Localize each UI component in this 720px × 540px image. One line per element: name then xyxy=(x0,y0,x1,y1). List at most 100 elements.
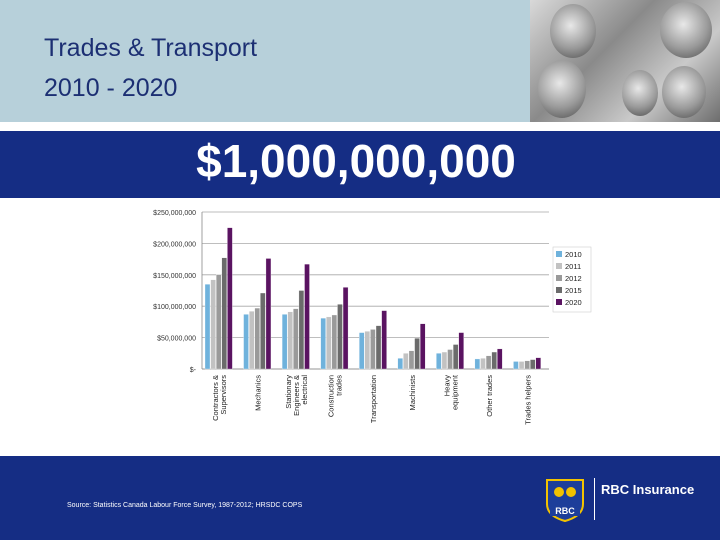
bar-2010 xyxy=(513,361,519,370)
bar-2020 xyxy=(227,227,233,370)
bar-2020 xyxy=(458,332,464,370)
bar-2011 xyxy=(441,351,448,370)
rbc-shield-logo: RBC xyxy=(546,479,584,522)
bar-2010 xyxy=(474,358,481,370)
x-category-label-line: Other trades xyxy=(485,375,494,417)
footer-band xyxy=(0,456,720,540)
x-category-label: Machinists xyxy=(408,375,417,411)
y-tick-label: $250,000,000 xyxy=(153,210,196,217)
source-note: Source: Statistics Canada Labour Force S… xyxy=(67,502,303,509)
bar-2020 xyxy=(381,310,387,370)
bar-2020 xyxy=(304,263,310,370)
x-category-label-line: trades xyxy=(335,375,344,396)
bar-2010 xyxy=(281,314,288,370)
photo-worker-5 xyxy=(662,66,706,118)
bar-2010 xyxy=(204,284,211,370)
bar-2011 xyxy=(480,358,486,370)
legend-label: 2012 xyxy=(565,274,582,283)
y-tick-label: $50,000,000 xyxy=(157,336,196,343)
bar-2015 xyxy=(337,304,343,370)
bar-2012 xyxy=(447,349,453,370)
bar-2015 xyxy=(491,351,497,370)
legend-label: 2011 xyxy=(565,262,581,271)
amount-banner xyxy=(0,131,720,198)
legend-swatch xyxy=(556,251,562,257)
bar-2012 xyxy=(293,308,299,370)
bar-2012 xyxy=(485,355,492,370)
bar-chart: $- $50,000,000 $100,000,000 $150,000,000 $20… xyxy=(153,210,592,425)
bar-2015 xyxy=(530,359,536,370)
y-tick-label: $150,000,000 xyxy=(153,273,196,280)
page-title: Trades & Transport xyxy=(44,34,258,62)
legend-label: 2010 xyxy=(565,250,582,259)
x-category-label-line: Stationary xyxy=(284,375,293,409)
x-category-label: Trades helpers xyxy=(523,375,532,425)
x-category-label-line: Mechanics xyxy=(254,375,263,411)
bar-2012 xyxy=(370,329,376,370)
x-category-label: Transportation xyxy=(369,375,378,423)
bar-2020 xyxy=(265,258,272,370)
bar-2010 xyxy=(359,332,365,370)
x-category-label: Mechanics xyxy=(254,375,263,411)
bar-2011 xyxy=(518,361,525,370)
x-category-label-line: Trades helpers xyxy=(523,375,532,425)
y-tick-label: $200,000,000 xyxy=(153,241,196,248)
x-category-label-line: electrical xyxy=(300,375,309,405)
x-category-label-line: Contractors & xyxy=(211,375,220,421)
legend-swatch xyxy=(556,299,562,305)
x-category-label-line: Transportation xyxy=(369,375,378,423)
legend-swatch xyxy=(556,275,562,281)
brand-divider xyxy=(594,478,595,520)
bar-2011 xyxy=(403,353,409,370)
photo-worker-2 xyxy=(660,2,712,58)
bar-2015 xyxy=(414,338,420,370)
bar-2011 xyxy=(326,316,332,370)
brand-name: RBC Insurance xyxy=(601,482,695,497)
bar-2020 xyxy=(342,287,349,370)
bar-2020 xyxy=(420,323,426,370)
bar-2015 xyxy=(375,325,382,370)
x-category-label: StationaryEngineers &electrical xyxy=(284,375,309,416)
bar-2012 xyxy=(408,350,415,370)
x-category-label-line: Supervisors xyxy=(219,375,228,415)
bar-2011 xyxy=(287,311,293,370)
bar-2011 xyxy=(210,279,216,370)
x-category-label-line: Machinists xyxy=(408,375,417,411)
bar-2010 xyxy=(436,353,442,370)
x-category-label-line: Construction xyxy=(327,375,336,417)
bar-2020 xyxy=(535,357,541,370)
x-category-label-line: equipment xyxy=(450,374,459,410)
photo-worker-1 xyxy=(550,4,596,58)
y-tick-label: $- xyxy=(190,367,197,374)
bar-2012 xyxy=(254,307,260,370)
photo-worker-3 xyxy=(538,60,586,118)
bar-2010 xyxy=(320,317,326,370)
workers-photo xyxy=(530,0,720,122)
bar-2015 xyxy=(260,292,266,370)
legend-swatch xyxy=(556,263,562,269)
legend-label: 2020 xyxy=(565,298,582,307)
bar-2012 xyxy=(524,360,530,370)
y-tick-label: $100,000,000 xyxy=(153,304,196,311)
x-category-label: Other trades xyxy=(485,375,494,417)
bar-2010 xyxy=(397,358,403,370)
bar-2011 xyxy=(249,311,255,370)
total-amount: $1,000,000,000 xyxy=(196,135,516,187)
x-category-label: Contractors &Supervisors xyxy=(211,375,228,421)
legend-swatch xyxy=(556,287,562,293)
photo-worker-4 xyxy=(622,70,658,116)
bar-2011 xyxy=(364,331,370,370)
bar-2012 xyxy=(331,314,338,370)
x-category-label-line: Heavy xyxy=(442,375,451,397)
bar-2010 xyxy=(243,314,249,370)
rbc-logo-text: RBC xyxy=(555,506,575,516)
bar-2012 xyxy=(216,274,222,370)
bar-2015 xyxy=(221,257,227,370)
x-category-label: Heavyequipment xyxy=(442,374,459,410)
bar-2015 xyxy=(452,344,459,370)
bar-2015 xyxy=(298,290,305,370)
legend-label: 2015 xyxy=(565,286,582,295)
x-category-label-line: Engineers & xyxy=(292,375,301,416)
page-subtitle: 2010 - 2020 xyxy=(44,74,178,102)
x-category-label: Constructiontrades xyxy=(327,375,344,417)
